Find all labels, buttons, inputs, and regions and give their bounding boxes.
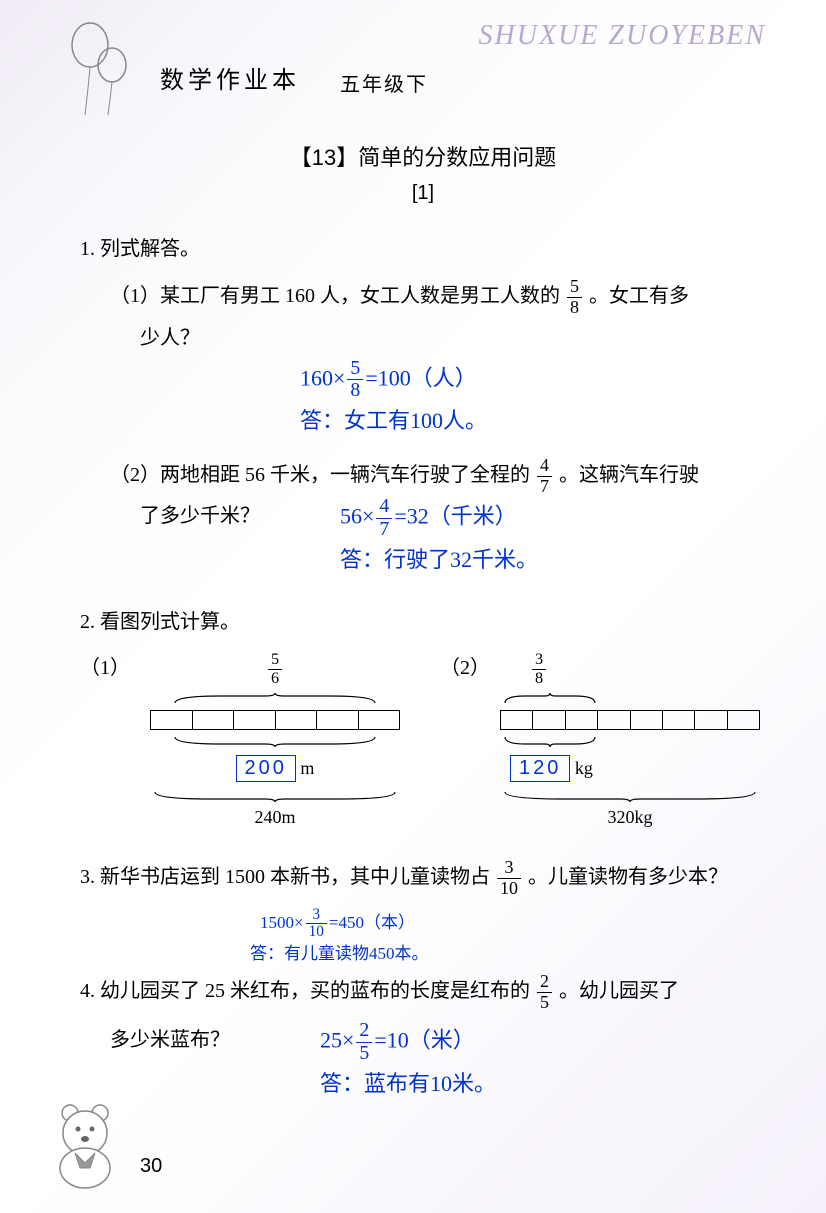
q1-1-answer-eq: 160×58=100（人） [80,358,766,403]
balloon-icon [60,20,140,120]
q2-d2-box-row: 120 kg [500,755,760,782]
page-content: 【13】简单的分数应用问题 [1] 1. 列式解答。 （1）某工厂有男工 160… [80,140,766,1102]
brace-icon [170,735,380,747]
book-title: 数学作业本 [160,60,300,95]
q4: 4. 幼儿园买了 25 米红布，买的蓝布的长度是红布的 25 。幼儿园买了 [80,972,766,1013]
q1-2-text-a: （2）两地相距 56 千米，一辆汽车行驶了全程的 [110,464,530,486]
q2-d2-ruler [500,710,760,730]
q1-1-text-a: （1）某工厂有男工 160 人，女工人数是男工人数的 [110,285,560,307]
q4-answer-eq: 25×25=10（米） [310,1020,475,1065]
q1-2: （2）两地相距 56 千米，一辆汽车行驶了全程的 47 。这辆汽车行驶 [80,455,766,497]
q2-d1-unit: m [300,758,314,778]
q3-frac: 310 [497,858,521,899]
brace-icon [170,693,380,705]
q2-d1-total: 240m [150,807,400,828]
q2-d2-total: 320kg [500,807,760,828]
q2-d1-answer-box: 200 [236,755,296,782]
q1-2-answer-text: 答：行驶了32千米。 [80,541,766,578]
q3-answer-eq: 1500×310=450（本） [80,907,766,942]
q2-d1-frac: 56 [268,651,282,688]
q2-stem: 2. 看图列式计算。 [80,603,766,641]
q4-row: 多少米蓝布？ 25×25=10（米） [80,1020,766,1065]
q1-2-frac: 47 [537,456,552,497]
q1-stem: 1. 列式解答。 [80,230,766,268]
q2-d2-label: （2） [440,651,490,680]
q2-d2-answer-box: 120 [510,755,570,782]
q1-1-frac: 58 [567,277,582,318]
q1-2-text-c: 了多少千米？ [80,496,320,541]
bear-icon [40,1093,130,1193]
q3-text-b: 。儿童读物有多少本？ [528,866,728,888]
brace-icon [150,790,400,802]
section-subtitle: [1] [80,182,766,205]
q2-d1: （1） 56 200 m 240m [80,651,380,828]
grade-label: 五年级下 [340,68,428,97]
q1-1-text-c: 少人？ [80,318,766,358]
q1-1-text-b: 。女工有多 [589,285,689,307]
q1-1-answer-text: 答：女工有100人。 [80,402,766,439]
q2-d1-box-row: 200 m [150,755,400,782]
page-number: 30 [140,1155,162,1178]
q2-d2-unit: kg [575,758,593,778]
q4-text-a: 4. 幼儿园买了 25 米红布，买的蓝布的长度是红布的 [80,980,530,1002]
q2-diagrams: （1） 56 200 m 240m [80,651,766,828]
q1-2-text-b: 。这辆汽车行驶 [559,464,699,486]
q1-2-row: 了多少千米？ 56×47=32（千米） [80,496,766,541]
q3-text-a: 3. 新华书店运到 1500 本新书，其中儿童读物占 [80,866,490,888]
q2-d2-frac: 38 [532,651,546,688]
brace-icon [500,735,600,747]
watermark-text: SHUXUE ZUOYEBEN [479,20,766,52]
q4-answer-text: 答：蓝布有10米。 [80,1065,766,1102]
q4-text-b: 。幼儿园买了 [559,980,679,1002]
q3-answer-text: 答：有儿童读物450本。 [80,941,766,967]
brace-icon [500,693,600,705]
q1-1: （1）某工厂有男工 160 人，女工人数是男工人数的 58 。女工有多 [80,276,766,318]
q2-d1-label: （1） [80,651,130,680]
brace-icon [500,790,760,802]
q1-2-answer-eq: 56×47=32（千米） [320,496,517,541]
q4-text-c: 多少米蓝布？ [80,1020,310,1065]
q3: 3. 新华书店运到 1500 本新书，其中儿童读物占 310 。儿童读物有多少本… [80,858,766,899]
q2-d2: （2） 38 120 kg 320kg [440,651,740,828]
q4-frac: 25 [537,972,552,1013]
q2-d1-ruler [150,710,400,730]
section-title: 【13】简单的分数应用问题 [80,140,766,172]
